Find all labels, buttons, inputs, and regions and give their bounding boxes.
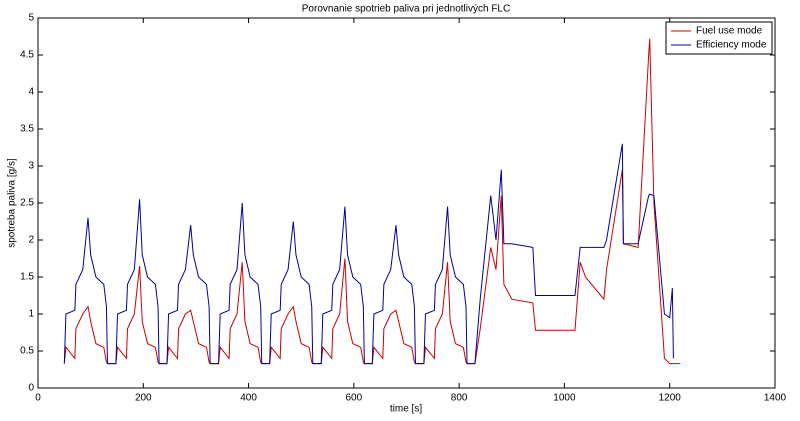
y-axis-label: spotreba paliva [g/s] (7, 158, 18, 248)
x-tick-label: 1200 (659, 393, 682, 404)
y-tick-label: 0 (28, 383, 34, 394)
x-tick-label: 1000 (553, 393, 576, 404)
x-tick-label: 400 (240, 393, 257, 404)
x-axis-label: time [s] (390, 404, 422, 415)
chart-title: Porovnanie spotrieb paliva pri jednotliv… (302, 4, 510, 15)
y-tick-label: 3 (28, 161, 34, 172)
x-tick-label: 600 (346, 393, 363, 404)
x-tick-label: 200 (135, 393, 152, 404)
series-line (63, 38, 681, 365)
series-line (63, 143, 674, 365)
x-tick-label: 0 (35, 393, 41, 404)
x-tick-label: 1400 (764, 393, 787, 404)
y-tick-label: 1 (28, 309, 34, 320)
y-tick-label: 5 (28, 13, 34, 24)
legend-label: Fuel use mode (696, 26, 763, 37)
y-tick-label: 4 (28, 87, 34, 98)
y-tick-label: 2 (28, 235, 34, 246)
x-tick-label: 800 (451, 393, 468, 404)
legend-box (665, 21, 773, 55)
legend-label: Efficiency mode (696, 40, 767, 51)
y-tick-label: 4.5 (20, 50, 34, 61)
y-tick-label: 3.5 (20, 124, 34, 135)
y-tick-label: 0.5 (20, 346, 34, 357)
y-tick-label: 2.5 (20, 198, 34, 209)
y-tick-label: 1.5 (20, 272, 34, 283)
